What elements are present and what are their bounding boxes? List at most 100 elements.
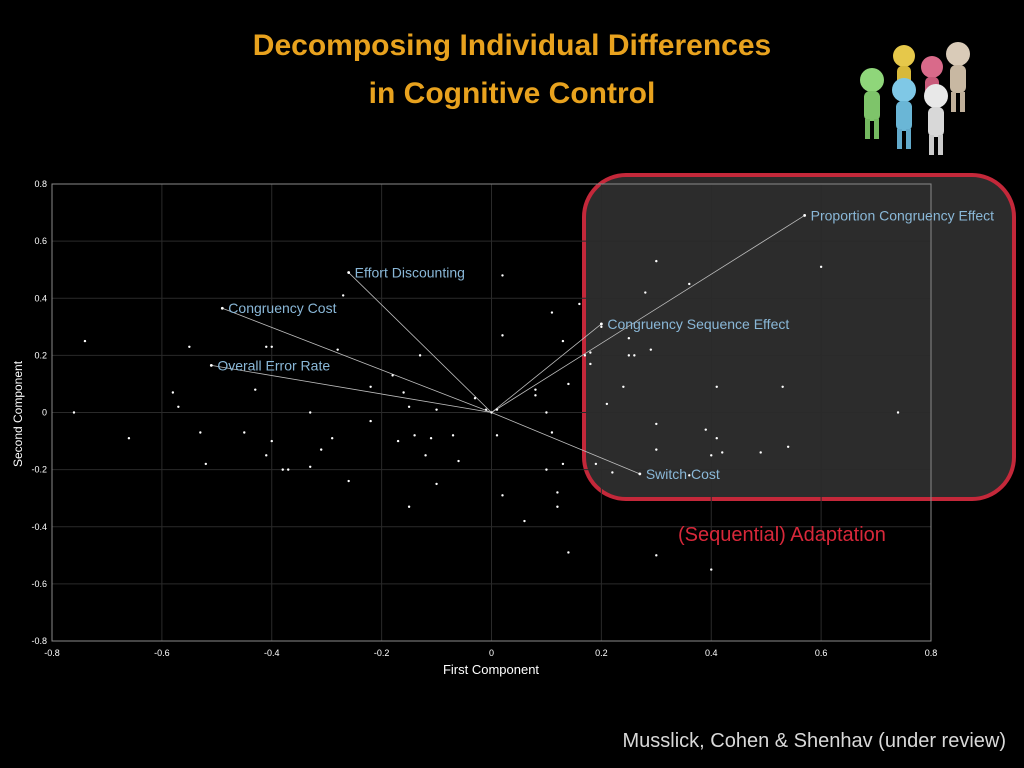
data-point <box>534 394 537 397</box>
data-point <box>407 405 411 408</box>
x-tick-label: 0 <box>489 648 494 658</box>
data-point <box>396 439 400 443</box>
data-point <box>611 471 614 474</box>
loading-vector-tip <box>209 363 213 367</box>
slide-title-line2: in Cognitive Control <box>368 77 656 110</box>
data-point <box>287 468 290 471</box>
loading-vector-tip <box>347 271 351 274</box>
data-point <box>501 494 504 497</box>
data-point <box>710 568 713 571</box>
data-point <box>309 411 312 414</box>
data-point <box>561 339 565 343</box>
data-point <box>243 431 246 434</box>
loading-vector-line <box>211 364 492 413</box>
data-point <box>391 374 394 377</box>
adaptation-highlight-box <box>582 173 1016 501</box>
data-point <box>710 454 713 457</box>
data-point <box>896 411 900 414</box>
figure-white <box>924 84 948 155</box>
chart-vectors: Proportion Congruency Effect Effort Disco… <box>209 207 995 482</box>
data-point <box>281 468 284 471</box>
figure-beige <box>946 42 970 112</box>
data-point <box>429 437 433 440</box>
y-tick-label: -0.2 <box>31 465 47 475</box>
data-point <box>644 291 647 294</box>
loading-vector-line <box>222 307 492 413</box>
data-point <box>622 385 625 388</box>
data-point <box>177 405 180 408</box>
data-point <box>199 431 202 434</box>
figure-blue <box>892 78 916 149</box>
data-point <box>589 362 592 366</box>
data-point <box>578 302 581 306</box>
data-point <box>781 385 784 388</box>
chart-axes: -0.8 -0.6 -0.4 -0.2 0 0.2 0.4 0.6 0.8 0.8 0.6 0.4 0.… <box>31 179 937 658</box>
data-point <box>600 325 603 329</box>
data-point <box>188 345 191 349</box>
data-point <box>265 345 268 349</box>
loading-vector-label: Proportion Congruency Effect <box>811 207 995 223</box>
data-point <box>501 334 504 337</box>
loading-vector-tip <box>599 322 603 326</box>
data-point <box>336 348 339 351</box>
data-point <box>495 434 499 437</box>
loading-vector-tip <box>803 214 807 217</box>
data-point <box>561 462 565 466</box>
data-point <box>270 345 273 349</box>
loading-vector-label: Switch Cost <box>646 466 720 482</box>
data-point <box>127 437 131 440</box>
data-point <box>495 408 499 411</box>
data-point <box>550 431 554 434</box>
figure-green <box>860 68 884 139</box>
data-point <box>369 385 372 388</box>
data-point <box>330 437 334 440</box>
data-point <box>204 462 208 466</box>
loading-vector-label: Congruency Sequence Effect <box>607 316 789 332</box>
data-point <box>567 551 570 554</box>
data-point <box>501 274 504 277</box>
data-point <box>254 388 257 391</box>
data-point <box>490 411 493 414</box>
y-tick-label: -0.4 <box>31 522 47 532</box>
loading-vector-line <box>491 323 602 413</box>
data-point <box>534 388 537 391</box>
loading-vector-label: Congruency Cost <box>228 300 336 316</box>
data-point <box>83 339 87 343</box>
group-of-people-figures-icon <box>860 42 970 155</box>
y-tick-label: 0.6 <box>34 236 47 246</box>
data-point <box>715 437 718 440</box>
data-point <box>347 479 350 483</box>
data-point <box>721 451 724 454</box>
data-point <box>605 402 609 406</box>
loading-vector-label: Effort Discounting <box>355 265 465 281</box>
data-point <box>655 554 658 557</box>
data-point <box>545 411 548 414</box>
y-tick-label: 0.8 <box>34 179 47 189</box>
data-point <box>309 465 312 468</box>
slide-title-line1: Decomposing Individual Differences <box>252 29 772 62</box>
loading-vector-tip <box>638 472 642 476</box>
adaptation-callout: (Sequential) Adaptation <box>678 524 886 546</box>
data-point <box>407 505 411 508</box>
data-point <box>72 411 76 414</box>
y-tick-label: -0.8 <box>31 636 47 646</box>
y-axis-label: Second Component <box>11 360 25 467</box>
x-tick-label: 0.8 <box>925 648 938 658</box>
chart-points <box>72 259 900 571</box>
data-point <box>550 311 554 314</box>
data-point <box>556 491 559 494</box>
y-tick-label: 0.2 <box>34 350 47 360</box>
data-point <box>633 354 636 357</box>
y-tick-label: -0.6 <box>31 579 47 589</box>
data-point <box>759 451 762 454</box>
data-point <box>583 354 587 357</box>
data-point <box>265 454 268 457</box>
data-point <box>688 474 691 477</box>
data-point <box>567 382 570 386</box>
data-point <box>655 422 658 426</box>
data-point <box>819 265 823 269</box>
x-tick-label: 0.6 <box>815 648 828 658</box>
data-point <box>369 419 372 423</box>
data-point <box>688 282 691 286</box>
citation-text: Musslick, Cohen & Shenhav (under review) <box>622 730 1006 752</box>
